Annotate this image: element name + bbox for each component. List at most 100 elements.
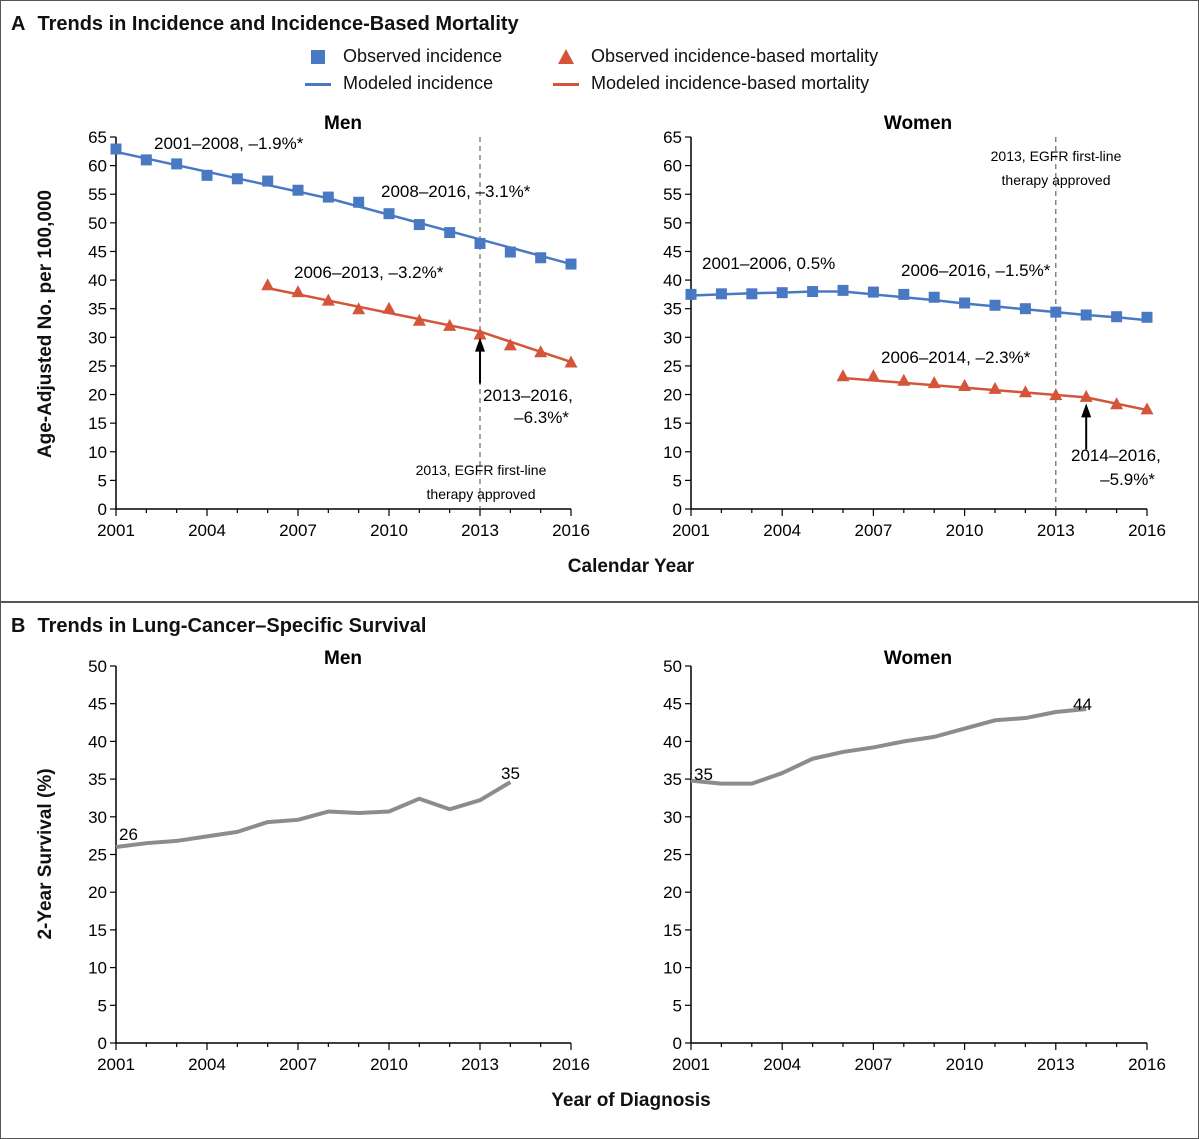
arrow-up-icon bbox=[475, 337, 485, 352]
arrow-up-icon bbox=[1081, 403, 1092, 418]
observed-incidence-point bbox=[413, 219, 425, 231]
trend-annotation: therapy approved bbox=[427, 486, 536, 502]
x-tick-label: 2016 bbox=[552, 521, 590, 540]
observed-incidence-point bbox=[1141, 311, 1153, 323]
x-tick-label: 2004 bbox=[188, 521, 226, 540]
survival-line bbox=[115, 780, 512, 849]
observed-mortality-point bbox=[382, 301, 396, 314]
observed-incidence-point bbox=[444, 227, 456, 239]
x-tick-label: 2010 bbox=[370, 1055, 408, 1074]
y-tick-label: 5 bbox=[98, 471, 107, 490]
x-axis-title-b: Year of Diagnosis bbox=[551, 1090, 711, 1111]
legend-label: Observed incidence bbox=[343, 46, 503, 66]
observed-incidence-point bbox=[928, 291, 940, 303]
subplot-title: Men bbox=[324, 113, 362, 134]
y-tick-label: 60 bbox=[663, 157, 682, 176]
legend-label: Modeled incidence bbox=[343, 73, 494, 93]
x-tick-label: 2010 bbox=[370, 521, 408, 540]
observed-incidence-point bbox=[959, 297, 971, 309]
observed-incidence-point bbox=[867, 286, 879, 298]
observed-incidence-point bbox=[262, 175, 274, 187]
observed-incidence-point bbox=[989, 299, 1001, 311]
y-tick-label: 25 bbox=[88, 846, 107, 865]
x-tick-label: 2004 bbox=[763, 521, 801, 540]
observed-mortality-point bbox=[534, 345, 548, 358]
observed-mortality-point bbox=[291, 285, 305, 298]
observed-mortality-point bbox=[1079, 389, 1093, 402]
trend-annotation: 2013, EGFR first-line bbox=[416, 462, 547, 478]
x-tick-label: 2007 bbox=[279, 1055, 317, 1074]
legend-observed-incidence: Observed incidence bbox=[303, 46, 502, 67]
y-tick-label: 10 bbox=[663, 959, 682, 978]
y-tick-label: 40 bbox=[88, 732, 107, 751]
x-tick-label: 2010 bbox=[946, 1055, 984, 1074]
observed-incidence-point bbox=[685, 288, 697, 300]
observed-mortality-point bbox=[836, 369, 850, 382]
x-tick-label: 2013 bbox=[461, 1055, 499, 1074]
observed-mortality-point bbox=[352, 302, 366, 315]
observed-mortality-point bbox=[866, 369, 880, 382]
observed-mortality-point bbox=[261, 278, 275, 291]
observed-mortality-point bbox=[473, 327, 487, 340]
observed-incidence-point bbox=[171, 158, 183, 170]
x-tick-label: 2001 bbox=[672, 521, 710, 540]
observed-incidence-point bbox=[776, 287, 788, 299]
observed-incidence-point bbox=[292, 184, 304, 196]
observed-mortality-point bbox=[927, 376, 941, 389]
chart-b-men: Men 0 5 10 15 20 25 30 35 40 45 50 2001 2004 2007 2010 2… bbox=[88, 648, 590, 1074]
x-tick-label: 2013 bbox=[1037, 521, 1075, 540]
x-tick-label: 2013 bbox=[1037, 1055, 1075, 1074]
y-tick-label: 40 bbox=[663, 732, 682, 751]
trend-annotation: 2006–2013, –3.2%* bbox=[294, 263, 444, 282]
y-tick-label: 5 bbox=[673, 996, 682, 1015]
observed-incidence-point bbox=[715, 288, 727, 300]
y-tick-label: 50 bbox=[88, 657, 107, 676]
observed-mortality-point bbox=[988, 381, 1002, 394]
panel-a-heading: A Trends in Incidence and Incidence-Based… bbox=[11, 13, 519, 36]
y-tick-label: 15 bbox=[663, 414, 682, 433]
trend-annotation: 2008–2016, –3.1%* bbox=[381, 182, 531, 201]
x-tick-label: 2001 bbox=[97, 1055, 135, 1074]
observed-mortality-point bbox=[503, 338, 517, 351]
square-marker-icon bbox=[303, 47, 333, 67]
y-tick-label: 5 bbox=[98, 996, 107, 1015]
y-tick-label: 65 bbox=[663, 128, 682, 147]
trend-annotation: –6.3%* bbox=[514, 408, 569, 427]
y-tick-label: 30 bbox=[88, 328, 107, 347]
panel-b: B Trends in Lung-Cancer–Specific Survival… bbox=[0, 601, 1199, 1139]
observed-mortality-point bbox=[412, 313, 426, 326]
x-tick-label: 2004 bbox=[763, 1055, 801, 1074]
observed-mortality-point bbox=[1140, 402, 1154, 415]
observed-incidence-point bbox=[383, 208, 395, 220]
y-tick-label: 5 bbox=[673, 471, 682, 490]
trend-annotation: 2014–2016, bbox=[1071, 446, 1161, 465]
x-tick-label: 2016 bbox=[1128, 1055, 1166, 1074]
panel-b-title: Trends in Lung-Cancer–Specific Survival bbox=[37, 615, 427, 637]
observed-mortality-point bbox=[897, 373, 911, 386]
y-tick-label: 50 bbox=[88, 214, 107, 233]
trend-annotation: 2013–2016, bbox=[483, 386, 573, 405]
y-tick-label: 0 bbox=[98, 1034, 107, 1053]
y-tick-label: 60 bbox=[88, 157, 107, 176]
legend-label: Observed incidence-based mortality bbox=[591, 46, 879, 66]
survival-line bbox=[690, 706, 1087, 786]
triangle-marker-icon bbox=[551, 47, 581, 67]
observed-incidence-point bbox=[1080, 309, 1092, 321]
x-tick-label: 2001 bbox=[672, 1055, 710, 1074]
subplot-title: Women bbox=[884, 113, 952, 134]
panel-b-heading: B Trends in Lung-Cancer–Specific Survival bbox=[11, 615, 426, 638]
y-tick-label: 10 bbox=[663, 443, 682, 462]
trend-annotation: 2001–2006, 0.5% bbox=[702, 254, 835, 273]
observed-incidence-point bbox=[837, 284, 849, 296]
observed-incidence-point bbox=[1019, 303, 1031, 315]
y-axis-title-b: 2-Year Survival (%) bbox=[35, 768, 56, 940]
y-tick-label: 20 bbox=[663, 883, 682, 902]
observed-incidence-point bbox=[231, 173, 243, 185]
observed-mortality-point bbox=[958, 378, 972, 391]
blue-line-icon bbox=[303, 74, 333, 94]
observed-mortality-point bbox=[321, 293, 335, 306]
y-tick-label: 30 bbox=[88, 808, 107, 827]
y-tick-label: 0 bbox=[98, 500, 107, 519]
observed-incidence-point bbox=[504, 246, 516, 258]
x-tick-label: 2013 bbox=[461, 521, 499, 540]
